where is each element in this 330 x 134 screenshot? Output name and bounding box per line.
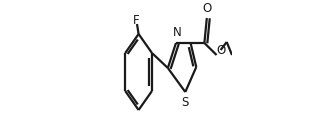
Text: O: O	[202, 1, 212, 14]
Text: N: N	[172, 27, 181, 40]
Text: S: S	[182, 96, 189, 109]
Text: O: O	[216, 44, 225, 57]
Text: F: F	[133, 14, 140, 27]
